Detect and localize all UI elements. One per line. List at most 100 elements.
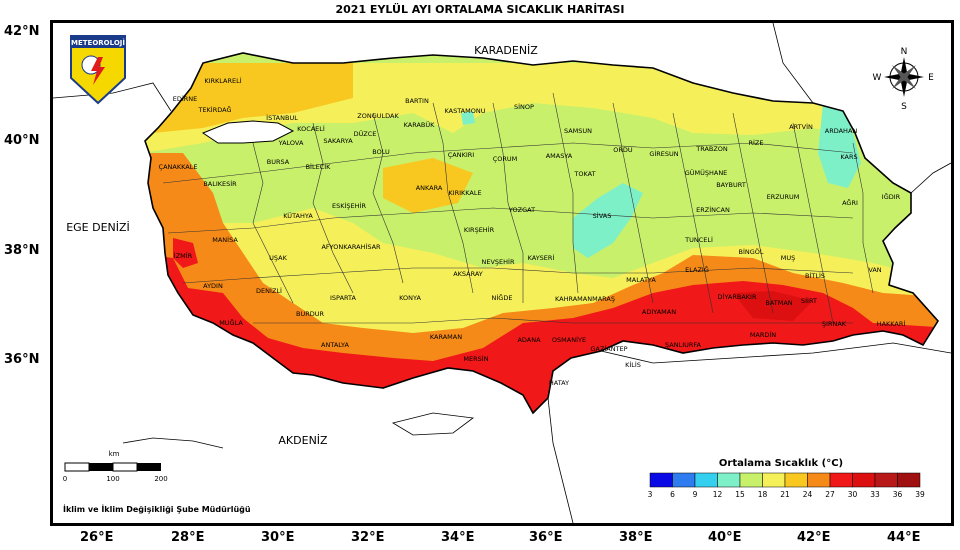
lon-label-26: 26°E — [80, 530, 114, 545]
province-label: KIRKLARELİ — [204, 76, 241, 85]
legend-swatch — [829, 472, 853, 488]
legend-tick: 21 — [780, 490, 790, 499]
province-label: BATMAN — [765, 299, 792, 307]
province-label: KARS — [840, 153, 857, 161]
province-label: ORDU — [613, 146, 633, 154]
province-lines — [162, 92, 874, 324]
province-label: İZMİR — [174, 251, 193, 260]
province-label: ERZİNCAN — [696, 205, 730, 214]
province-label: GÜMÜŞHANE — [685, 168, 728, 177]
syria-border — [600, 342, 951, 364]
legend-swatch — [784, 472, 808, 488]
legend-swatch — [717, 472, 741, 488]
color-legend: Ortalama Sıcaklık (°C) 3 6 9 12 15 18 21 24 27 30… — [648, 458, 925, 499]
temperature-field — [145, 53, 938, 413]
lat-label-38: 38°N — [4, 243, 40, 258]
province-label: AĞRI — [842, 198, 858, 207]
lat-label-40: 40°N — [4, 133, 40, 148]
province-label: KIRŞEHİR — [464, 225, 495, 234]
province-label: MALATYA — [626, 276, 656, 284]
province-label: IĞDIR — [882, 192, 901, 201]
province-label: ANKARA — [416, 184, 443, 192]
province-label: ÇANKIRI — [448, 151, 475, 159]
legend-swatch — [807, 472, 831, 488]
province-label: RİZE — [749, 138, 764, 147]
province-label: YOZGAT — [508, 206, 535, 214]
crete-island — [122, 437, 224, 449]
legend-swatch — [649, 472, 673, 488]
bulgaria-border — [53, 82, 172, 112]
province-label: HATAY — [549, 379, 569, 387]
crimea-coast — [772, 23, 814, 104]
province-labels: KIRKLARELİ EDİRNE TEKİRDAĞ İSTANBUL KOCA… — [159, 76, 906, 387]
province-label: KASTAMONU — [445, 107, 486, 115]
province-label: MANİSA — [212, 235, 238, 244]
province-label: KIRIKKALE — [448, 189, 481, 197]
lon-label-32: 32°E — [351, 530, 385, 545]
province-label: SİVAS — [593, 211, 612, 220]
legend-swatch — [739, 472, 763, 488]
lon-label-44: 44°E — [887, 530, 921, 545]
lon-label-28: 28°E — [171, 530, 205, 545]
province-label: BAYBURT — [716, 181, 746, 189]
logo-text: METEOROLOJİ — [71, 38, 125, 47]
province-label: KÜTAHYA — [283, 211, 313, 220]
province-label: ERZURUM — [767, 193, 800, 201]
province-label: ZONGULDAK — [357, 112, 399, 120]
lon-label-34: 34°E — [441, 530, 475, 545]
legend-swatch — [672, 472, 696, 488]
province-label: ADIYAMAN — [642, 308, 676, 316]
province-label: YALOVA — [278, 139, 304, 147]
map-frame: KARADENİZ EGE DENİZİ AKDENİZ KIRKLARELİ … — [50, 20, 954, 526]
province-label: EDİRNE — [173, 94, 198, 103]
legend-tick: 3 — [648, 490, 653, 499]
province-label: UŞAK — [269, 254, 287, 262]
province-label: SAKARYA — [323, 137, 353, 145]
legend-tick: 24 — [803, 490, 813, 499]
legend-swatch — [874, 472, 898, 488]
turkey-border — [144, 52, 939, 415]
lon-label-30: 30°E — [261, 530, 295, 545]
province-label: AFYONKARAHİSAR — [321, 242, 381, 251]
legend-tick: 33 — [870, 490, 880, 499]
province-label: ARDAHAN — [825, 127, 858, 135]
map-canvas: KARADENİZ EGE DENİZİ AKDENİZ KIRKLARELİ … — [53, 23, 951, 523]
legend-swatches — [649, 472, 921, 488]
province-label: İSTANBUL — [266, 113, 298, 122]
province-label: BOLU — [372, 148, 390, 156]
lat-label-42: 42°N — [4, 24, 40, 39]
lon-label-38: 38°E — [619, 530, 653, 545]
lon-label-36: 36°E — [529, 530, 563, 545]
legend-tick: 6 — [670, 490, 675, 499]
province-label: OSMANİYE — [552, 335, 586, 344]
province-label: KAYSERİ — [528, 253, 555, 262]
compass-w: W — [873, 73, 882, 83]
province-label: BİLECİK — [306, 162, 332, 171]
province-label: ARTVİN — [789, 122, 813, 131]
compass-e: E — [928, 73, 934, 83]
scale-tick-200: 200 — [154, 475, 167, 483]
province-label: AMASYA — [546, 152, 573, 160]
lon-label-42: 42°E — [797, 530, 831, 545]
province-label: KONYA — [399, 294, 421, 302]
credit-text: İklim ve İklim Değişikliği Şube Müdürlüğ… — [63, 504, 251, 514]
legend-tick: 12 — [713, 490, 723, 499]
sea-label-karadeniz: KARADENİZ — [474, 44, 538, 57]
georgia-border — [910, 162, 951, 194]
legend-swatch — [897, 472, 921, 488]
marmara-sea — [201, 120, 295, 144]
province-label: BALIKESİR — [203, 179, 237, 188]
province-label: TRABZON — [695, 145, 728, 153]
province-label: SİİRT — [801, 296, 817, 305]
province-label: GİRESUN — [649, 149, 678, 158]
province-label: ADANA — [517, 336, 541, 344]
province-label: ISPARTA — [330, 294, 357, 302]
legend-swatch — [694, 472, 718, 488]
legend-tick: 9 — [693, 490, 698, 499]
province-label: ESKİŞEHİR — [332, 201, 366, 210]
province-label: ŞANLIURFA — [665, 341, 702, 349]
province-label: DENİZLİ — [256, 286, 282, 295]
sea-label-akdeniz: AKDENİZ — [278, 434, 328, 447]
province-label: ÇORUM — [493, 155, 518, 163]
sea-label-ege: EGE DENİZİ — [66, 221, 130, 234]
